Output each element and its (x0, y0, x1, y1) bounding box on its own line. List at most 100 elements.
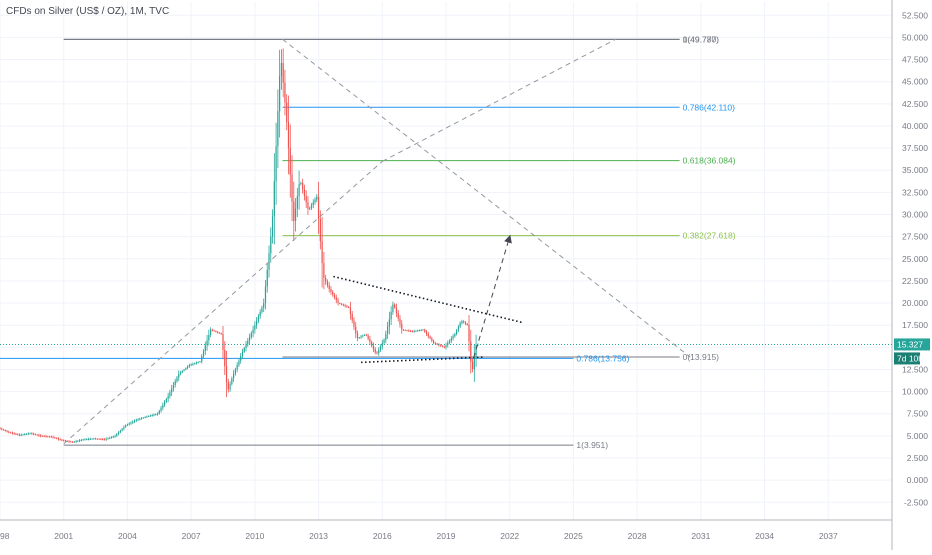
candle-body (24, 434, 26, 436)
candle-body (402, 329, 405, 331)
fib-levels: 1(49.787)0(49.770) 0.786(42.110) 0.618(36.… (0, 34, 736, 450)
candle-body (158, 410, 160, 414)
candle-body (457, 326, 460, 331)
candle-body (422, 329, 424, 331)
y-tick-label: 45.000 (902, 77, 928, 87)
x-axis: 1998 2001 2004 2007 2010 2013 2016 2019 2022 2025… (0, 519, 892, 541)
fib-level-label: 0.618(36.084) (683, 156, 736, 166)
candle-body (417, 330, 419, 332)
candle-body (45, 436, 47, 438)
projection-arrow (473, 234, 512, 359)
candle-body (112, 436, 114, 438)
candle-body (179, 372, 182, 374)
candle-body (448, 340, 451, 343)
candle-body (303, 189, 306, 196)
candle-body (188, 365, 190, 367)
candle-body (392, 304, 394, 312)
candle-body (367, 335, 369, 339)
candle-body (121, 428, 123, 431)
x-tick-label: 2001 (54, 531, 73, 541)
candle-body (199, 361, 201, 363)
fib-level-label: 0(49.770) (683, 34, 720, 44)
candle-body (319, 218, 321, 242)
candle-body (280, 62, 283, 77)
candle-body (197, 362, 199, 364)
fib-level-label: 0.382(27.618) (683, 231, 736, 241)
candle-body (342, 304, 344, 306)
candle-body (406, 330, 408, 332)
candle-body (155, 414, 157, 416)
candle-body (109, 437, 111, 439)
candle-body (463, 321, 465, 323)
candle-body (70, 441, 72, 443)
y-tick-label: 22.500 (902, 276, 928, 286)
candle-body (119, 430, 121, 433)
candle-body (87, 438, 90, 440)
fib-level-label: 0.786(42.110) (683, 102, 735, 112)
candle-body (163, 401, 166, 405)
y-axis: -2.500 0.000 2.500 5.000 7.500 10.000 12.500 15… (891, 0, 932, 550)
y-tick-label: 0.000 (907, 475, 929, 485)
candle-body (266, 269, 268, 287)
candle-body (328, 285, 330, 290)
candle-body (348, 306, 350, 308)
y-axis-panel (892, 0, 932, 550)
y-tick-label: 10.000 (902, 387, 928, 397)
candle-body (323, 263, 325, 278)
candle-body (93, 438, 95, 440)
candle-body (425, 331, 428, 335)
trend-line (333, 275, 523, 324)
candle-body (94, 438, 97, 440)
candle-body (142, 417, 144, 419)
candle-body (38, 434, 40, 436)
candle-body (337, 300, 339, 304)
candle-body (365, 334, 367, 336)
candle-body (20, 434, 22, 436)
candle-body (162, 404, 164, 408)
candle-body (183, 369, 185, 371)
candle-body (247, 340, 249, 345)
candle-body (252, 329, 254, 334)
candle-body (379, 346, 382, 350)
candle-body (169, 392, 171, 397)
x-tick-label: 1998 (0, 531, 10, 541)
candle-body (257, 316, 260, 321)
candle-body (100, 438, 102, 440)
candle-body (298, 184, 300, 197)
candle-body (282, 62, 284, 83)
candle-body (13, 433, 15, 435)
candle-body (231, 378, 233, 384)
candle-body (114, 435, 116, 437)
candle-body (98, 438, 100, 440)
candle-body (330, 289, 332, 292)
candle-body (360, 336, 362, 338)
candle-body (429, 336, 431, 339)
candle-body (459, 322, 461, 327)
candle-body (312, 202, 314, 206)
candle-body (82, 439, 84, 441)
candles (0, 48, 479, 444)
y-tick-label: 40.000 (902, 121, 928, 131)
candle-body (206, 340, 208, 346)
grid (0, 2, 892, 520)
candle-body (128, 423, 130, 425)
candle-body (351, 313, 353, 321)
candle-body (2, 429, 5, 431)
candle-body (176, 377, 178, 382)
candle-body (132, 421, 134, 423)
candle-body (286, 102, 288, 123)
candle-body (363, 334, 366, 336)
fib-level-label: 1(3.951) (576, 440, 608, 450)
candle-body (151, 415, 153, 417)
candle-body (401, 324, 403, 330)
candle-body (240, 356, 242, 361)
candle-body (50, 436, 52, 438)
candle-body (43, 436, 45, 438)
candle-body (309, 207, 311, 209)
trend-line (361, 356, 485, 364)
x-tick-label: 2016 (373, 531, 392, 541)
candle-body (434, 342, 437, 344)
candle-body (208, 334, 210, 341)
